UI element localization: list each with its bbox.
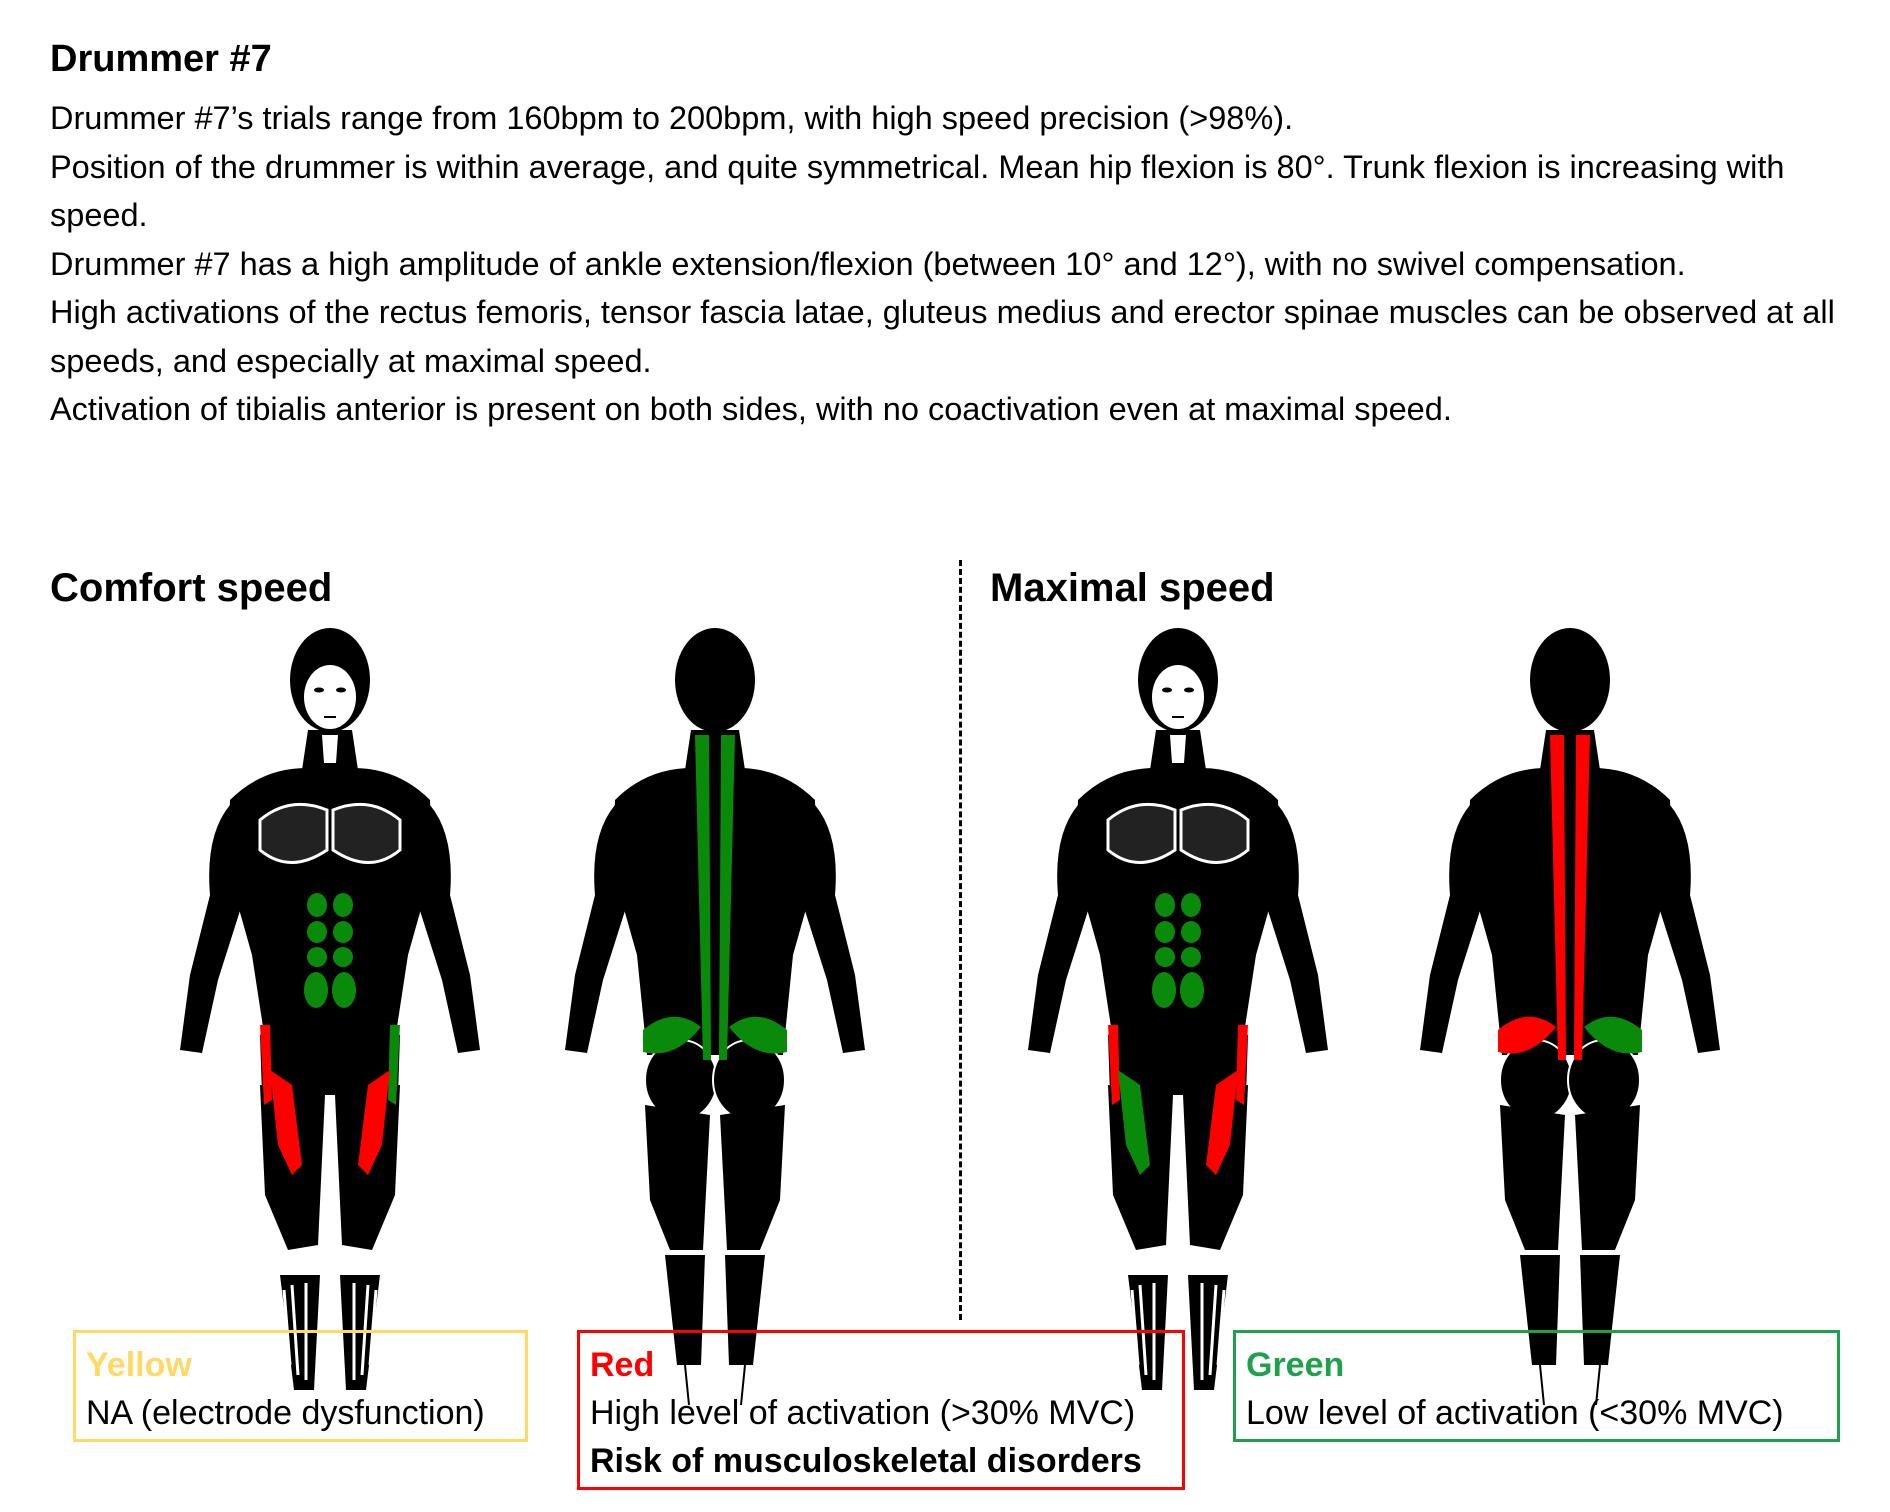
comfort-glute-right <box>729 1016 787 1054</box>
maximal-speed-title: Maximal speed <box>990 566 1275 610</box>
description-line: Drummer #7 has a high amplitude of ankle… <box>50 245 1686 282</box>
comfort-front-figure <box>178 626 482 1392</box>
maximal-glute-left <box>1498 1016 1556 1054</box>
legend-red: Red High level of activation (>30% MVC) … <box>577 1330 1185 1490</box>
comfort-tfl-right <box>388 1025 400 1105</box>
comfort-speed-title: Comfort speed <box>50 566 333 610</box>
description-line: Position of the drummer is within averag… <box>50 148 1785 234</box>
comfort-back-figure <box>564 627 866 1406</box>
maximal-abdominals <box>1152 893 1204 1008</box>
page-title: Drummer #7 <box>50 38 272 80</box>
legend-green-text: Low level of activation (<30% MVC) <box>1246 1394 1784 1432</box>
maximal-erector-spinae <box>1550 735 1590 1060</box>
comfort-glute-left <box>643 1016 701 1054</box>
legend-yellow: Yellow NA (electrode dysfunction) <box>73 1330 528 1442</box>
legend-green-label: Green <box>1246 1346 1345 1384</box>
legend-yellow-text: NA (electrode dysfunction) <box>86 1394 485 1432</box>
description: Drummer #7’s trials range from 160bpm to… <box>50 94 1850 434</box>
comfort-abdominals <box>304 893 356 1008</box>
maximal-tfl-left <box>1108 1025 1120 1105</box>
legend-green: Green Low level of activation (<30% MVC) <box>1233 1330 1840 1442</box>
maximal-tfl-right <box>1236 1025 1248 1105</box>
comfort-rf-left <box>270 1070 302 1175</box>
comfort-erector-spinae <box>695 735 735 1060</box>
legend-red-text: High level of activation (>30% MVC) <box>590 1394 1136 1432</box>
maximal-front-figure <box>1026 626 1330 1392</box>
comfort-tfl-left <box>260 1025 272 1105</box>
maximal-rf-left <box>1118 1070 1150 1175</box>
description-line: High activations of the rectus femoris, … <box>50 294 1835 379</box>
description-line: Activation of tibialis anterior is prese… <box>50 391 1452 427</box>
description-line: Drummer #7’s trials range from 160bpm to… <box>50 100 1294 136</box>
maximal-rf-right <box>1206 1070 1238 1175</box>
section-divider <box>959 560 962 1320</box>
legend-yellow-label: Yellow <box>86 1346 192 1384</box>
comfort-rf-right <box>358 1070 390 1175</box>
maximal-glute-right <box>1584 1016 1642 1054</box>
maximal-back-figure <box>1419 627 1721 1406</box>
legend-red-risk: Risk of musculoskeletal disorders <box>590 1442 1142 1480</box>
legend-red-label: Red <box>590 1346 655 1384</box>
